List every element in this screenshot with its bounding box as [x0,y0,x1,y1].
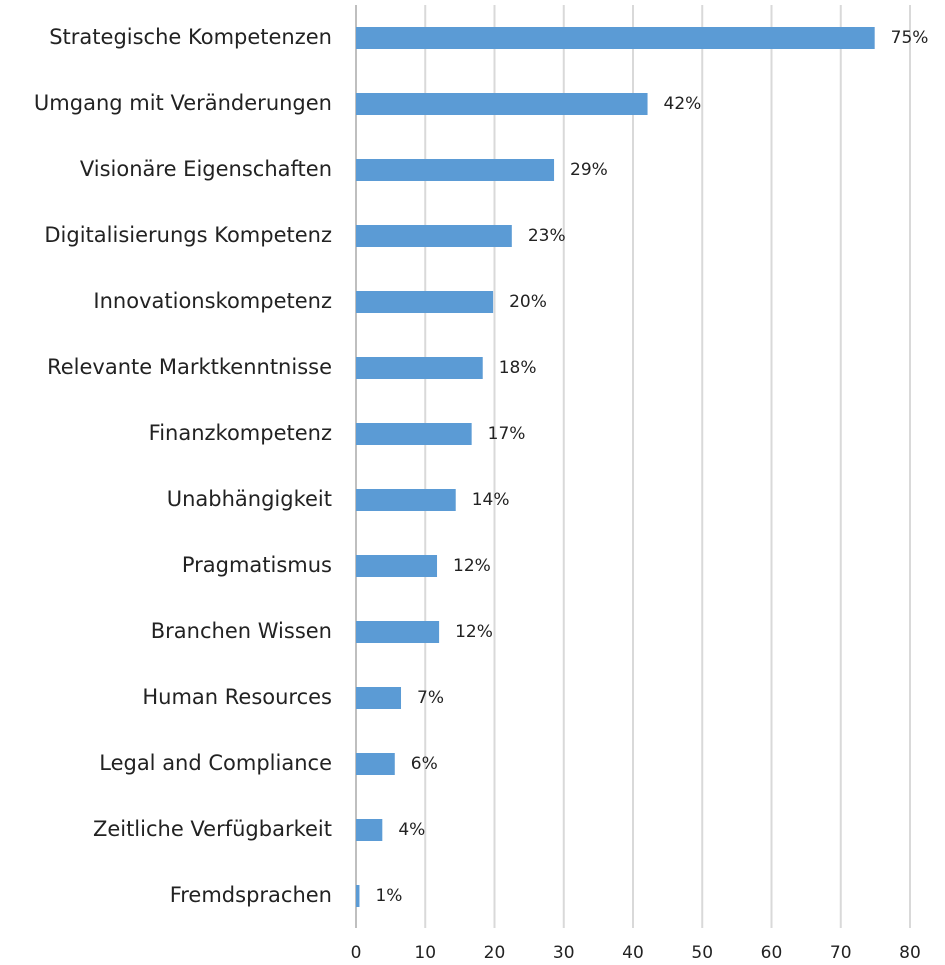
y-tick-label: Branchen Wissen [151,619,332,643]
value-label: 23% [528,226,566,246]
bar [356,225,512,247]
x-tick-label: 10 [414,943,436,963]
value-label: 12% [453,556,491,576]
bar [356,489,456,511]
value-label: 20% [509,292,547,312]
y-tick-label: Pragmatismus [182,553,332,577]
y-tick-label: Human Resources [142,685,332,709]
x-tick-label: 20 [484,943,506,963]
x-tick-label: 70 [830,943,852,963]
bar [356,555,438,577]
bar [356,159,555,181]
bar [356,885,360,907]
y-tick-label: Relevante Marktkenntnisse [47,355,332,379]
x-tick-label: 0 [351,943,362,963]
x-tick-label: 80 [899,943,921,963]
value-label: 7% [417,688,444,708]
y-tick-label: Legal and Compliance [99,751,332,775]
bar [356,93,648,115]
value-label: 29% [570,160,608,180]
y-tick-label: Innovationskompetenz [93,289,332,313]
y-tick-label: Visionäre Eigenschaften [80,157,332,181]
bar [356,423,472,445]
bar [356,819,383,841]
bar [356,687,402,709]
bar [356,291,494,313]
y-tick-label: Unabhängigkeit [167,487,332,511]
value-label: 18% [499,358,537,378]
value-label: 12% [455,622,493,642]
bar [356,27,875,49]
y-tick-label: Fremdsprachen [170,883,332,907]
x-tick-label: 60 [761,943,783,963]
bar [356,621,440,643]
x-tick-label: 30 [553,943,575,963]
value-label: 4% [398,820,425,840]
y-tick-label: Strategische Kompetenzen [49,25,332,49]
value-label: 75% [891,28,929,48]
y-tick-label: Zeitliche Verfügbarkeit [93,817,332,841]
y-tick-label: Finanzkompetenz [149,421,332,445]
x-tick-label: 40 [622,943,644,963]
value-label: 6% [411,754,438,774]
value-label: 14% [472,490,510,510]
y-tick-label: Umgang mit Veränderungen [34,91,332,115]
x-tick-label: 50 [691,943,713,963]
y-tick-label: Digitalisierungs Kompetenz [44,223,332,247]
value-label: 1% [375,886,402,906]
value-label: 17% [488,424,526,444]
bar [356,753,395,775]
bar [356,357,483,379]
value-label: 42% [664,94,702,114]
